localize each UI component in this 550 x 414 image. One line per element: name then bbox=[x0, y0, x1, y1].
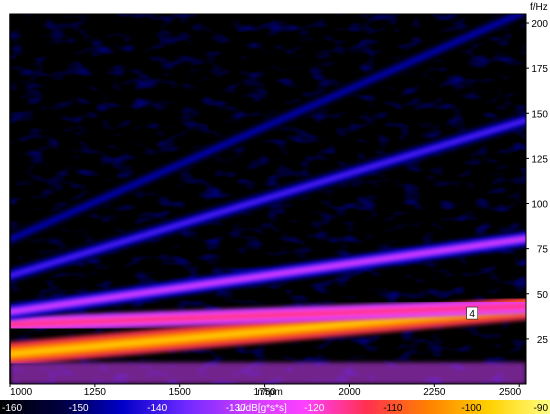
y-unit-label: f/Hz bbox=[530, 2, 548, 13]
colorbar-tick-label: -160 bbox=[2, 403, 22, 414]
x-tick-label: 1000 bbox=[10, 387, 33, 398]
order-band-core bbox=[10, 118, 526, 278]
order-band-core bbox=[10, 236, 526, 314]
x-tick-label: 2500 bbox=[499, 387, 522, 398]
order-band-core bbox=[10, 304, 526, 327]
x-tick-label: 1250 bbox=[84, 387, 107, 398]
colorbar-tick-label: -110 bbox=[383, 403, 403, 414]
y-tick-label: 125 bbox=[531, 154, 548, 165]
colorbar bbox=[0, 400, 550, 414]
low-freq-floor bbox=[10, 362, 526, 384]
colorbar-ticks: -160 -150 -140 -130 -120 -110 -100 -90 bbox=[2, 403, 548, 414]
y-axis-ticks: 25 50 75 100 125 150 175 200 bbox=[526, 19, 548, 346]
colorbar-tick-label: -120 bbox=[304, 403, 324, 414]
x-axis-ticks: 1000 1250 1500 1750 2000 2250 2500 bbox=[9, 384, 522, 398]
colorbar-tick-label: -150 bbox=[69, 403, 89, 414]
colorbar-label: L/dB[g*s*s] bbox=[237, 403, 287, 414]
colorbar-tick-label: -140 bbox=[147, 403, 167, 414]
x-tick-label: 2000 bbox=[338, 387, 361, 398]
x-tick-label: 2250 bbox=[423, 387, 446, 398]
order-band-core bbox=[10, 14, 524, 242]
y-tick-label: 25 bbox=[537, 335, 549, 346]
colorbar-tick-label: -130 bbox=[226, 403, 246, 414]
y-tick-label: 200 bbox=[531, 19, 548, 30]
y-tick-label: 100 bbox=[531, 200, 548, 211]
order-marker: 4 bbox=[466, 306, 478, 320]
heatmap-layer bbox=[10, 14, 526, 384]
y-tick-label: 175 bbox=[531, 64, 548, 75]
x-axis-label: n/rpm bbox=[257, 387, 283, 398]
y-tick-label: 150 bbox=[531, 109, 548, 120]
order-marker-box bbox=[466, 306, 478, 320]
order-marker-label: 4 bbox=[469, 309, 475, 320]
order-bands bbox=[10, 14, 526, 384]
x-tick-label: 1750 bbox=[253, 387, 276, 398]
colorbar-tick-label: -100 bbox=[461, 403, 481, 414]
colorbar-tick-label: -90 bbox=[534, 403, 549, 414]
y-tick-label: 50 bbox=[537, 290, 549, 301]
x-tick-label: 1500 bbox=[169, 387, 192, 398]
y-tick-label: 75 bbox=[537, 245, 549, 256]
